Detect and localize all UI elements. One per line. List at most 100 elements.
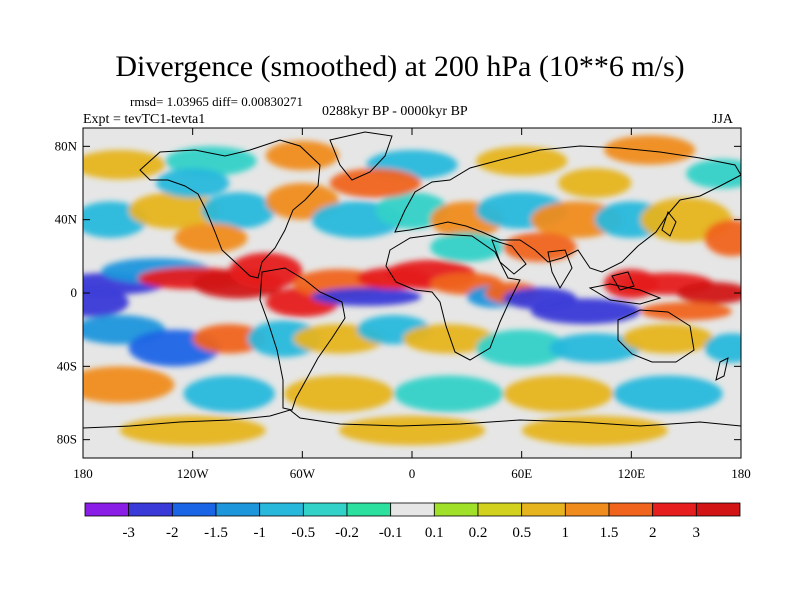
divergence-blob-45 bbox=[430, 232, 504, 262]
divergence-blob-33 bbox=[201, 192, 275, 229]
lat-tick-label: 0 bbox=[71, 285, 78, 300]
experiment-text: Expt = tevTC1-tevta1 bbox=[83, 112, 206, 127]
colorbar-label: 1 bbox=[562, 525, 570, 541]
colorbar-box bbox=[564, 502, 610, 517]
colorbar-label: 3 bbox=[693, 525, 701, 541]
coastline-arabia bbox=[491, 239, 527, 275]
colorbar-labels: -3 -2 -1.5 -1 -0.5 -0.2 -0.1 0.1 0.2 0.5 1 1.5 2 3 bbox=[122, 525, 700, 541]
colorbar-box bbox=[302, 502, 348, 517]
colorbar-box bbox=[259, 502, 304, 517]
coastline-borneo bbox=[611, 271, 635, 291]
colorbar-label: 1.5 bbox=[600, 525, 619, 541]
divergence-blob-26 bbox=[402, 324, 495, 354]
lon-tick-label: 180 bbox=[73, 466, 93, 481]
colorbar-label: -0.5 bbox=[291, 525, 315, 541]
lon-tick-label: 60E bbox=[511, 466, 532, 481]
divergence-blob-39 bbox=[530, 201, 623, 238]
coastline-new-zealand bbox=[715, 357, 729, 381]
divergence-blob-61 bbox=[613, 375, 723, 413]
divergence-blob-64 bbox=[521, 415, 668, 446]
divergence-blob-27 bbox=[476, 329, 568, 367]
latitude-axis: 80N 40N 0 40S 80S bbox=[55, 138, 741, 447]
colorbar-label: -3 bbox=[122, 525, 135, 541]
divergence-blob-43 bbox=[174, 223, 248, 253]
divergence-field bbox=[83, 135, 741, 446]
lon-tick-label: 120E bbox=[618, 466, 646, 481]
divergence-blob-57 bbox=[183, 375, 275, 413]
divergence-blob-62 bbox=[119, 415, 266, 446]
coastlines bbox=[83, 131, 741, 429]
colorbar-label: 2 bbox=[649, 525, 657, 541]
coastline-eurasia bbox=[394, 145, 741, 273]
coastline-india bbox=[547, 249, 573, 290]
divergence-blob-42 bbox=[704, 219, 741, 257]
divergence-blob-18 bbox=[677, 282, 741, 304]
divergence-blob-44 bbox=[503, 232, 577, 262]
divergence-blob-28 bbox=[549, 333, 641, 363]
colorbar-box bbox=[84, 502, 130, 517]
stats-text: rmsd= 1.03965 diff= 0.00830271 bbox=[130, 94, 303, 109]
colorbar-box bbox=[433, 502, 479, 517]
divergence-blob-52 bbox=[686, 159, 741, 189]
colorbar-box bbox=[215, 502, 261, 517]
colorbar-box bbox=[521, 502, 566, 517]
chart-title: Divergence (smoothed) at 200 hPa (10**6 … bbox=[115, 50, 685, 83]
divergence-blob-51 bbox=[603, 135, 696, 165]
colorbar-box bbox=[128, 502, 173, 517]
divergence-blob-50 bbox=[476, 146, 568, 176]
coastline-greenland bbox=[329, 131, 393, 181]
colorbar-label: -1 bbox=[253, 525, 266, 541]
colorbar-label: 0.2 bbox=[469, 525, 488, 541]
coastline-australia bbox=[617, 309, 695, 363]
map-panel bbox=[83, 128, 741, 458]
colorbar: -3 -2 -1.5 -1 -0.5 -0.2 -0.1 0.1 0.2 0.5 1 1.5 2 3 bbox=[84, 502, 741, 541]
colorbar-label: 0.5 bbox=[512, 525, 531, 541]
coastline-africa bbox=[385, 233, 521, 361]
colorbar-box bbox=[477, 502, 523, 517]
divergence-blob-59 bbox=[393, 375, 504, 413]
divergence-blob-63 bbox=[338, 415, 486, 446]
colorbar-box bbox=[346, 502, 392, 517]
divergence-blob-55 bbox=[558, 168, 632, 198]
coastline-antarctica bbox=[83, 409, 741, 429]
longitude-axis: 180 120W 60W 0 60E 120E 180 bbox=[73, 128, 751, 481]
divergence-blob-46 bbox=[83, 150, 166, 180]
divergence-blob-60 bbox=[503, 375, 613, 413]
lon-tick-label: 60W bbox=[290, 466, 316, 481]
colorbar-label: -0.2 bbox=[335, 525, 359, 541]
divergence-blob-58 bbox=[284, 375, 394, 413]
colorbar-box bbox=[171, 502, 217, 517]
divergence-blob-8 bbox=[311, 287, 422, 306]
colorbar-label: 0.1 bbox=[425, 525, 444, 541]
lon-tick-label: 180 bbox=[731, 466, 751, 481]
divergence-blob-23 bbox=[247, 320, 321, 358]
colorbar-label: -1.5 bbox=[204, 525, 228, 541]
colorbar-box bbox=[652, 502, 697, 517]
lat-tick-label: 40N bbox=[55, 212, 78, 227]
colorbar-label: -2 bbox=[166, 525, 179, 541]
divergence-blob-1 bbox=[83, 287, 129, 317]
lat-tick-label: 40S bbox=[57, 358, 77, 373]
coastline-south-america bbox=[259, 267, 346, 411]
divergence-blob-32 bbox=[128, 192, 221, 229]
colorbar-boxes bbox=[84, 502, 741, 517]
divergence-blob-30 bbox=[704, 333, 741, 363]
divergence-blob-54 bbox=[156, 168, 230, 198]
lon-tick-label: 120W bbox=[177, 466, 210, 481]
divergence-blob-29 bbox=[622, 324, 714, 354]
colorbar-box bbox=[608, 502, 654, 517]
colorbar-label: -0.1 bbox=[379, 525, 403, 541]
lat-tick-label: 80N bbox=[55, 138, 78, 153]
divergence-blob-19 bbox=[640, 302, 732, 321]
coastline-japan bbox=[661, 210, 677, 237]
divergence-blob-48 bbox=[265, 140, 339, 171]
lat-tick-label: 80S bbox=[57, 432, 77, 447]
colorbar-box bbox=[390, 502, 435, 517]
divergence-blob-56 bbox=[83, 366, 175, 403]
period-text: 0288kyr BP - 0000kyr BP bbox=[322, 104, 468, 119]
coastline-north-america bbox=[139, 139, 321, 279]
coastline-maritime-continent bbox=[588, 283, 662, 305]
season-label: JJA bbox=[712, 112, 734, 127]
lon-tick-label: 0 bbox=[409, 466, 416, 481]
colorbar-box bbox=[695, 502, 741, 517]
